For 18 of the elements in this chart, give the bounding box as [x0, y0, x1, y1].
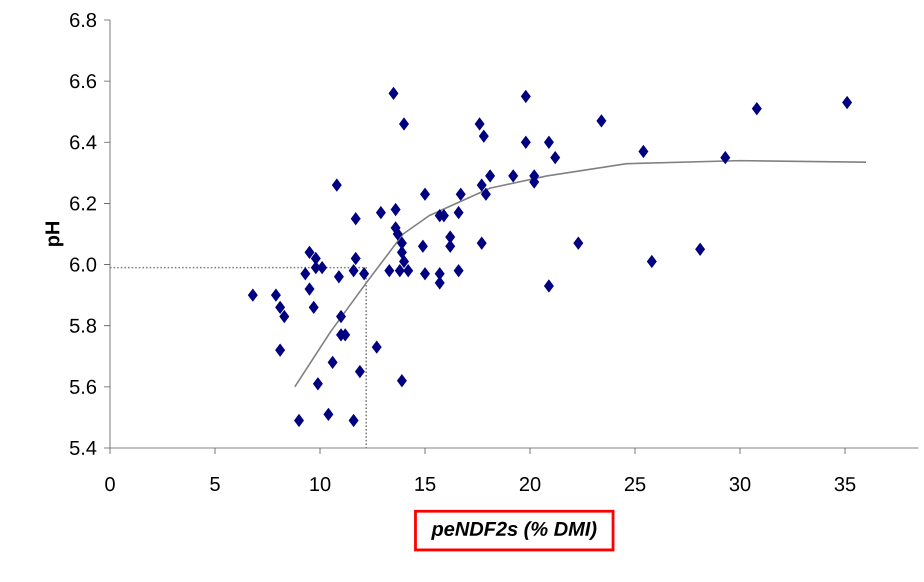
y-tick-label: 6.0 — [70, 257, 96, 272]
y-axis-title: pH — [45, 222, 64, 246]
y-tick-label: 6.2 — [70, 196, 96, 210]
x-tick-label: 0 — [105, 477, 115, 492]
y-tick-label: 6.6 — [70, 74, 96, 88]
y-tick-label: 6.4 — [70, 135, 96, 150]
x-tick-label: 10 — [310, 477, 330, 492]
y-tick-label: 5.8 — [70, 318, 96, 333]
x-axis-title: peNDF2s (% DMI) — [431, 521, 596, 540]
x-tick-label: 5 — [210, 477, 220, 491]
y-tick-label: 6.8 — [70, 12, 96, 28]
x-tick-label: 15 — [415, 477, 436, 491]
y-tick-label: 5.6 — [70, 380, 96, 394]
x-tick-label: 25 — [624, 477, 646, 492]
x-tick-label: 20 — [520, 477, 540, 492]
x-tick-label: 30 — [730, 477, 750, 492]
y-tick-label: 5.4 — [70, 440, 96, 455]
x-tick-label: 35 — [834, 477, 856, 492]
